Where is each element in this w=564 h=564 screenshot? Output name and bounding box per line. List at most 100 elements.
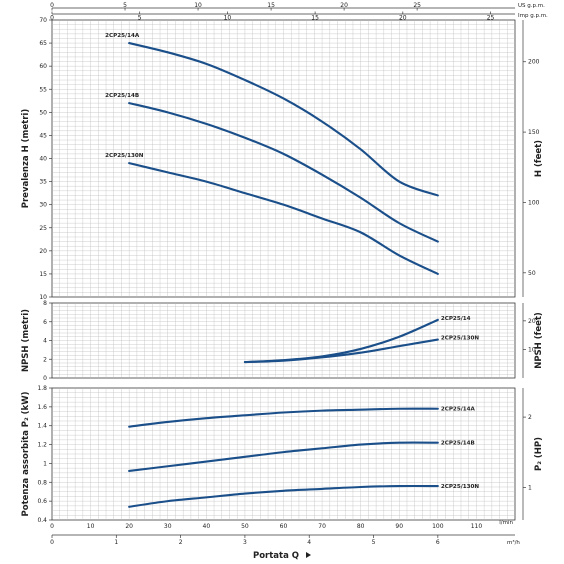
- lmin-tick-label: 90: [395, 523, 403, 530]
- head-y-tick-label: 50: [39, 109, 47, 116]
- panel-head: 1015202530354045505560657050100150200Pre…: [21, 17, 544, 301]
- usgpm-tick-label: 20: [340, 2, 348, 9]
- lmin-tick-label: 30: [164, 523, 172, 530]
- impgpm-tick-label: 5: [138, 15, 142, 22]
- head-y-tick-label: 20: [39, 248, 47, 255]
- head-y-tick-label: 65: [39, 40, 47, 47]
- head-series-label: 2CP25/130N: [105, 153, 144, 159]
- lmin-tick-label: 70: [318, 523, 326, 530]
- power-y-axis-title: Potenza assorbita P₂ (kW): [21, 391, 31, 516]
- npsh-y-tick-label: 0: [43, 375, 47, 382]
- power-y-tick-label: 0.8: [37, 479, 47, 486]
- power-y-tick-label: 1.8: [37, 385, 47, 392]
- lmin-tick-label: 50: [241, 523, 249, 530]
- m3h-tick-label: 2: [179, 539, 183, 546]
- m3h-unit: m³/h: [507, 539, 520, 546]
- impgpm-unit: Imp g.p.m.: [518, 13, 548, 19]
- head-y-axis-title: Prevalenza H (metri): [21, 109, 31, 209]
- head-y-tick-label: 10: [39, 294, 47, 301]
- npsh-y2-tick-label: 10: [528, 346, 536, 353]
- panel-power: 0.4 0.6 0.8 1 1.2 1.4 1.6 1.8 1 2 Potenza assorbit…: [21, 385, 544, 524]
- power-series-2: [128, 484, 439, 508]
- head-y-tick-label: 55: [39, 86, 47, 93]
- impgpm-tick-label: 10: [224, 15, 232, 22]
- power-series-label: 2CP25/130N: [441, 484, 480, 490]
- x-axis-arrow-icon: [306, 552, 311, 558]
- lmin-tick-label: 40: [203, 523, 211, 530]
- m3h-tick-label: 3: [243, 539, 247, 546]
- usgpm-tick-label: 25: [413, 2, 421, 9]
- power-y-tick-label: 1.6: [37, 404, 47, 411]
- m3h-tick-label: 6: [436, 539, 440, 546]
- panel-npsh: 0 2 4 6 8 10 20 NPSH (metri) NPSH (feet) 2CP25/14…: [21, 300, 544, 382]
- power-y-tick-label: 0.4: [37, 517, 47, 524]
- npsh-series-1: [243, 338, 439, 364]
- impgpm-tick-label: 15: [311, 15, 319, 22]
- impgpm-tick-label: 20: [399, 15, 407, 22]
- lmin-unit: l/min: [499, 520, 513, 526]
- head-y2-tick-label: 150: [528, 129, 540, 136]
- head-grid: [52, 20, 515, 297]
- lmin-tick-label: 0: [50, 523, 54, 530]
- m3h-tick-label: 5: [372, 539, 376, 546]
- power-y-tick-label: 0.6: [37, 498, 47, 505]
- head-y-tick-label: 60: [39, 63, 47, 70]
- head-series-2: [128, 162, 439, 275]
- head-y-tick-label: 25: [39, 225, 47, 232]
- usgpm-tick-label: 0: [50, 2, 54, 9]
- power-y-tick-label: 1.2: [37, 442, 47, 449]
- usgpm-tick-label: 5: [123, 2, 127, 9]
- x-axis-title: Portata Q: [253, 551, 299, 561]
- head-y-tick-label: 30: [39, 202, 47, 209]
- npsh-y2-axis-title: NPSH (feet): [534, 312, 544, 369]
- npsh-y-tick-label: 2: [43, 356, 47, 363]
- head-y-tick-label: 35: [39, 179, 47, 186]
- usgpm-unit: US g.p.m.: [518, 3, 545, 9]
- lmin-tick-label: 60: [280, 523, 288, 530]
- lmin-tick-label: 80: [357, 523, 365, 530]
- impgpm-tick-label: 25: [487, 15, 495, 22]
- m3h-tick-label: 1: [114, 539, 118, 546]
- usgpm-tick-label: 15: [267, 2, 275, 9]
- head-series-label: 2CP25/14A: [105, 33, 140, 39]
- power-y-tick-label: 1: [43, 460, 47, 467]
- head-series-label: 2CP25/14B: [105, 93, 139, 99]
- lmin-tick-label: 20: [125, 523, 133, 530]
- power-series-1: [128, 441, 439, 473]
- npsh-series-label: 2CP25/14: [441, 316, 471, 322]
- head-y2-tick-label: 100: [528, 199, 540, 206]
- head-y-tick-label: 45: [39, 132, 47, 139]
- power-series-label: 2CP25/14B: [441, 441, 475, 447]
- m3h-tick-label: 4: [307, 539, 311, 546]
- power-y-tick-label: 1.4: [37, 423, 47, 430]
- head-y2-axis-title: H (feet): [534, 140, 544, 177]
- impgpm-tick-label: 0: [50, 15, 54, 22]
- npsh-y-tick-label: 8: [43, 300, 47, 307]
- npsh-y-tick-label: 6: [43, 319, 47, 326]
- power-series-label: 2CP25/14A: [441, 407, 476, 413]
- npsh-y2-tick-label: 20: [528, 318, 536, 325]
- usgpm-tick-label: 10: [194, 2, 202, 9]
- lmin-tick-label: 10: [87, 523, 95, 530]
- head-series-0: [128, 42, 439, 197]
- power-grid: [52, 388, 515, 520]
- top-flow-axes: 0 5 10 15 20 25 0 5 10 15 20 25 US g.p.m. Imp g.p.m.: [50, 2, 548, 22]
- head-y2-tick-label: 50: [528, 270, 536, 277]
- m3h-tick-label: 0: [50, 539, 54, 546]
- power-y2-tick-label: 1: [528, 484, 532, 491]
- lmin-tick-label: 100: [432, 523, 444, 530]
- power-series-0: [128, 407, 439, 428]
- power-y2-tick-label: 2: [528, 414, 532, 421]
- npsh-y-axis-title: NPSH (metri): [21, 309, 31, 372]
- npsh-series-label: 2CP25/130N: [441, 336, 480, 342]
- npsh-y-tick-label: 4: [43, 338, 47, 345]
- lmin-tick-label: 110: [471, 523, 483, 530]
- head-y-tick-label: 70: [39, 17, 47, 24]
- head-y-tick-label: 40: [39, 156, 47, 163]
- head-series-1: [128, 102, 439, 243]
- head-y2-tick-label: 200: [528, 59, 540, 66]
- head-y-tick-label: 15: [39, 271, 47, 278]
- bottom-flow-axes: 0 10 20 30 40 50 60 70 80 90 100 110 l/min 0 1 2 3 4 5 6 m³/…: [50, 520, 520, 561]
- power-y2-axis-title: P₂ (HP): [534, 437, 544, 471]
